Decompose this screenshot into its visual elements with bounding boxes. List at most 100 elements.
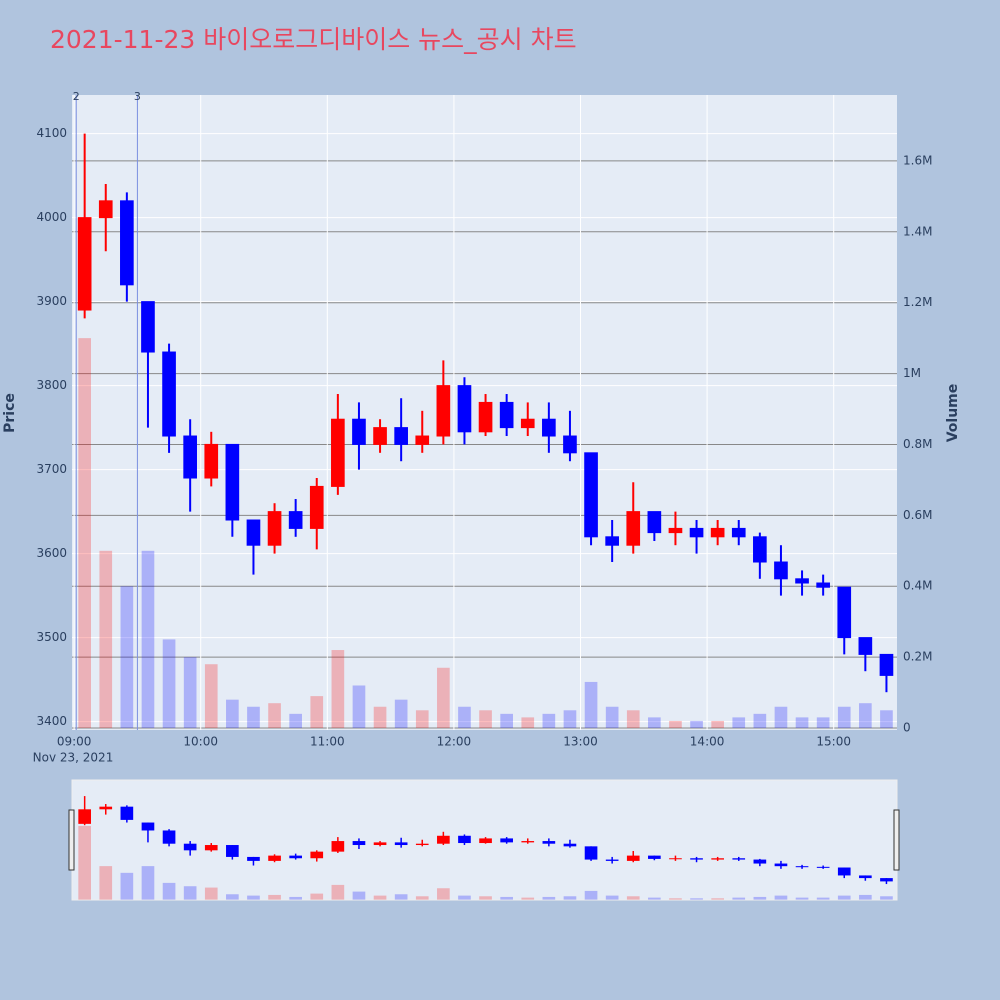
y-tick-label: 4100 xyxy=(36,126,67,140)
volume-bar xyxy=(331,650,345,729)
candle-body xyxy=(879,653,894,676)
slider-candle-body xyxy=(268,855,281,861)
slider-candle-body xyxy=(415,843,429,846)
slider-volume-bar xyxy=(458,895,471,900)
candle-body xyxy=(309,485,324,529)
slider-volume-bar xyxy=(648,897,661,900)
slider-volume-bar xyxy=(141,866,155,900)
slider-volume-bar xyxy=(226,894,239,900)
volume-bar xyxy=(521,717,535,729)
volume-bar xyxy=(183,657,197,729)
slider-candle-body xyxy=(774,863,788,867)
slider-candle-body xyxy=(753,859,767,864)
slider-volume-bar xyxy=(521,897,535,900)
x-tick-label: 12:00 xyxy=(437,735,472,749)
slider-candle-body xyxy=(542,841,556,844)
candle-body xyxy=(731,527,746,538)
volume-bar xyxy=(99,550,113,729)
candle-body xyxy=(499,401,514,429)
candle-body xyxy=(141,301,155,353)
slider-candle-body xyxy=(394,842,408,846)
candle-body xyxy=(415,435,430,445)
y-tick-label: 4000 xyxy=(36,210,67,224)
candle-body xyxy=(542,418,556,437)
slider-volume-bar xyxy=(310,893,324,900)
slider-volume-bar xyxy=(711,898,724,900)
candle-body xyxy=(373,427,387,445)
candle-body xyxy=(162,351,176,437)
slider-candle-body xyxy=(331,841,345,852)
volume-bar xyxy=(500,713,513,729)
volume-bar xyxy=(247,706,260,729)
volume-bar xyxy=(563,710,577,729)
event-label: 3 xyxy=(134,90,141,103)
slider-candle-body xyxy=(183,843,197,851)
slider-candle-body xyxy=(247,856,260,861)
volume-bar xyxy=(732,717,746,729)
slider-volume-bar xyxy=(78,825,91,900)
y-tick-label: 3400 xyxy=(36,714,67,728)
slider-volume-bar xyxy=(690,898,703,900)
y-tick-label: 3600 xyxy=(36,546,67,560)
volume-bar xyxy=(415,710,429,729)
volume-bar xyxy=(141,550,155,729)
x-tick-label: 13:00 xyxy=(563,735,598,749)
slider-volume-bar xyxy=(880,896,893,900)
candle-body xyxy=(563,435,577,454)
slider-candle-body xyxy=(626,855,640,861)
candle-body xyxy=(98,200,113,219)
slider-volume-bar xyxy=(204,887,218,900)
slider-volume-bar xyxy=(605,895,619,900)
candle-body xyxy=(436,385,451,437)
x-tick-label: 11:00 xyxy=(310,735,345,749)
candle-body xyxy=(605,536,619,546)
y2-tick-label: 1.2M xyxy=(903,295,932,309)
chart-title: 2021-11-23 바이오로그디바이스 뉴스_공시 차트 xyxy=(50,25,577,54)
slider-candle-body xyxy=(500,838,513,843)
slider-candle-body xyxy=(563,843,577,847)
candle-body xyxy=(710,527,725,538)
slider-volume-bar xyxy=(816,897,830,900)
slider-volume-bar xyxy=(584,890,598,900)
volume-bar xyxy=(648,717,661,729)
candle-body xyxy=(77,217,92,311)
slider-candle-body xyxy=(584,846,598,860)
slider-volume-bar xyxy=(352,891,366,900)
volume-bar xyxy=(880,710,893,729)
slider-candle-body xyxy=(479,838,492,844)
slider-handle[interactable] xyxy=(68,809,75,871)
slider-candle-body xyxy=(78,809,91,824)
candle-body xyxy=(753,536,767,563)
slider-volume-bar xyxy=(183,886,197,900)
y2-tick-label: 1.4M xyxy=(903,224,932,238)
slider-candle-body xyxy=(880,878,893,882)
volume-bar xyxy=(479,710,492,729)
slider-handle[interactable] xyxy=(893,809,900,871)
candle-body xyxy=(204,443,219,479)
y2-tick-label: 0.6M xyxy=(903,508,932,522)
candle-body xyxy=(520,418,535,429)
volume-bar xyxy=(120,586,134,729)
y2-tick-label: 1.6M xyxy=(903,153,932,167)
slider-candle-body xyxy=(120,806,134,820)
volume-bar xyxy=(753,713,767,729)
y-tick-label: 3700 xyxy=(36,462,67,476)
slider-candle-body xyxy=(795,866,809,868)
candle-body xyxy=(689,527,704,538)
candle-body xyxy=(478,401,493,433)
candle-body xyxy=(183,435,197,479)
candle-body xyxy=(647,511,662,534)
y2-tick-label: 0.2M xyxy=(903,650,932,664)
candle-body xyxy=(246,519,261,546)
x-date-label: Nov 23, 2021 xyxy=(33,751,114,765)
volume-bar xyxy=(226,699,239,729)
slider-volume-bar xyxy=(500,896,513,900)
candle-body xyxy=(225,443,240,521)
slider-candle-body xyxy=(605,859,619,861)
candle-body xyxy=(120,200,134,286)
y2-axis-title: Volume xyxy=(945,384,961,443)
slider-candle-body xyxy=(711,858,724,860)
slider-candle-body xyxy=(690,858,703,860)
y2-tick-label: 0.4M xyxy=(903,579,932,593)
y2-tick-label: 1M xyxy=(903,366,921,380)
